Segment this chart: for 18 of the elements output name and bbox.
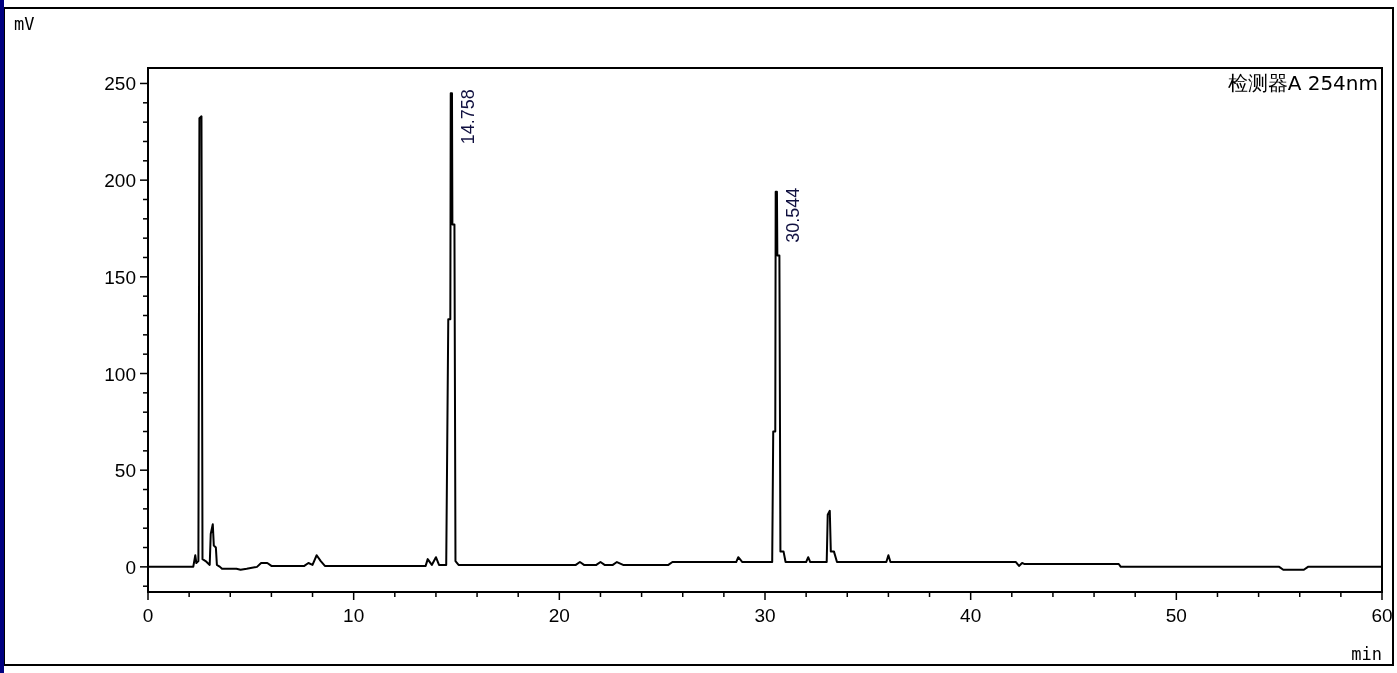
annotation: 14.758 bbox=[458, 89, 479, 145]
y-tick-label: 100 bbox=[104, 363, 136, 385]
x-tick-label: 0 bbox=[142, 605, 154, 626]
y-tick-label: 250 bbox=[104, 73, 136, 95]
annotation: 检测器A 254nm bbox=[1227, 71, 1378, 95]
x-tick-label: 60 bbox=[1371, 605, 1393, 626]
y-axis-title: mV bbox=[14, 14, 35, 34]
x-axis-title: min bbox=[1351, 644, 1382, 664]
y-tick-label: 200 bbox=[104, 170, 136, 192]
x-tick-label: 30 bbox=[754, 605, 776, 626]
y-tick-label: 50 bbox=[114, 460, 136, 482]
x-tick-label: 20 bbox=[548, 605, 570, 626]
y-tick-label: 150 bbox=[104, 266, 136, 288]
annotation: 30.544 bbox=[782, 187, 803, 243]
x-tick-label: 10 bbox=[343, 605, 365, 626]
x-tick-label: 40 bbox=[960, 605, 982, 626]
y-tick-label: 0 bbox=[125, 556, 136, 578]
x-tick-label: 50 bbox=[1165, 605, 1187, 626]
